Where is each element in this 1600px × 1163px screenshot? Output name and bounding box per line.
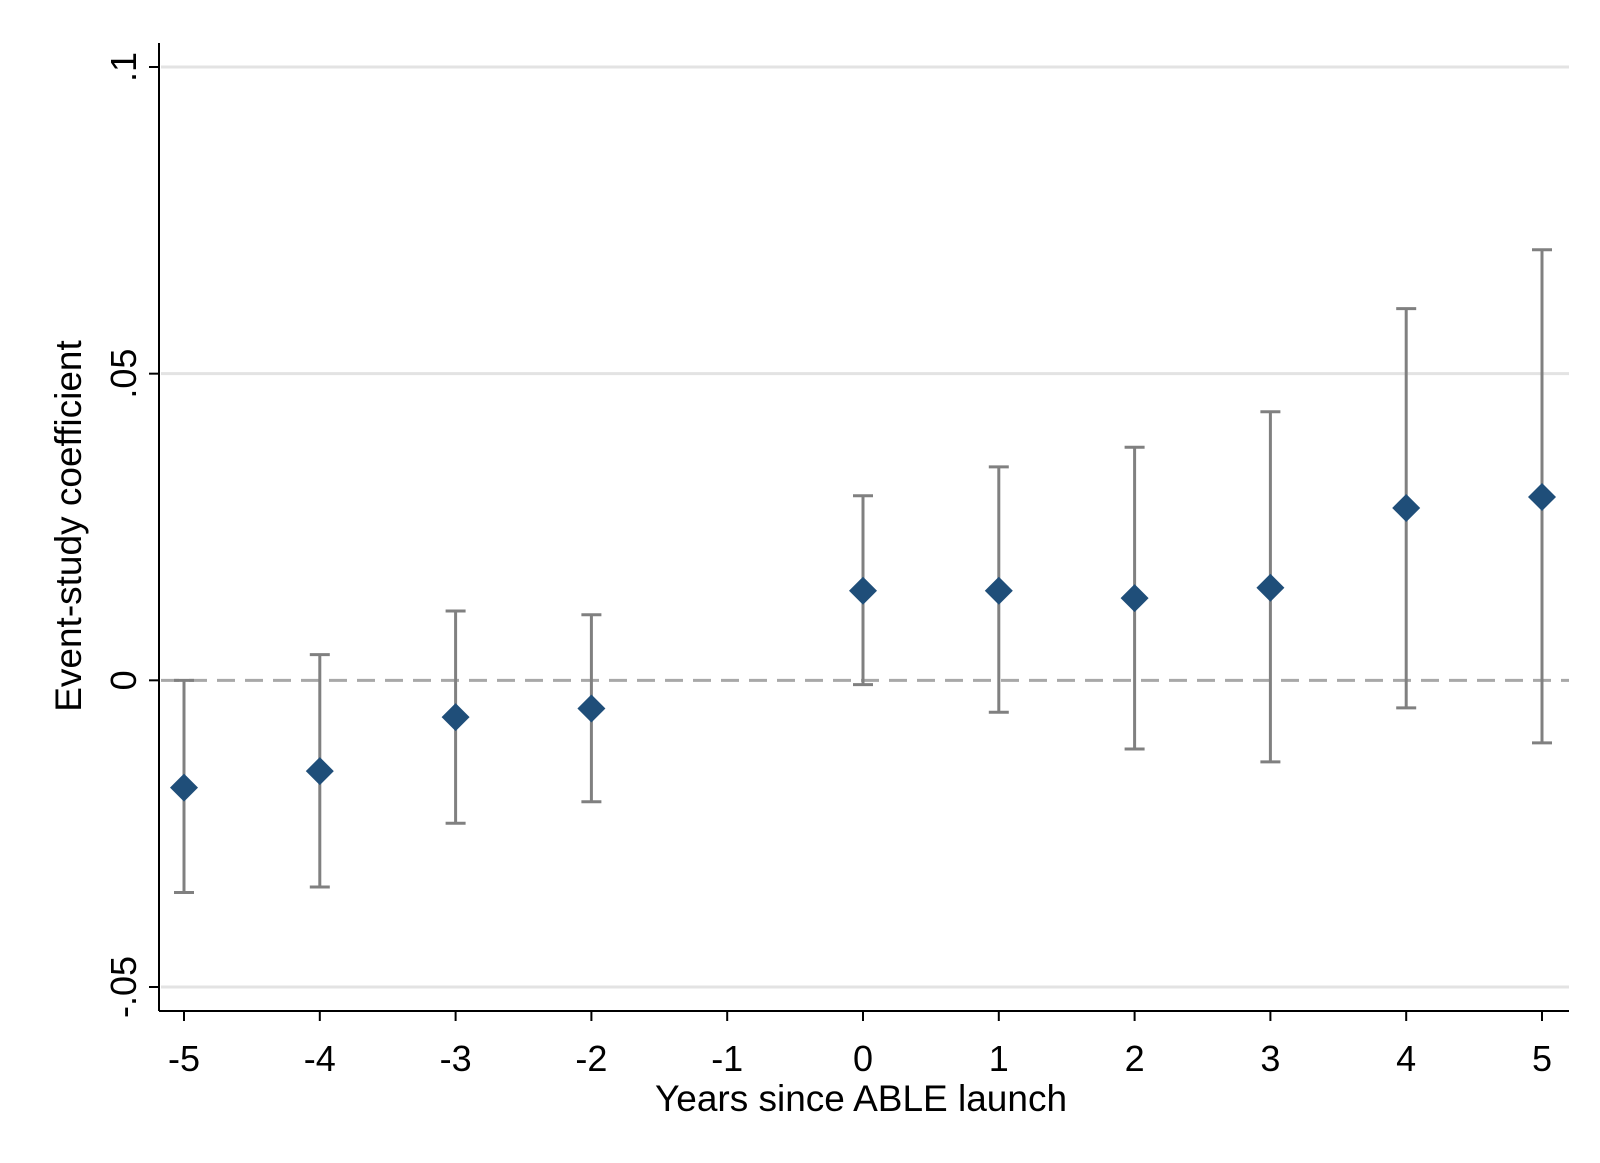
coefficient-marker <box>305 757 334 786</box>
x-tick-label: 5 <box>1532 1038 1552 1079</box>
axes <box>149 43 1569 1021</box>
coefficient-marker <box>577 694 606 723</box>
x-tick-label: -1 <box>711 1038 743 1079</box>
coefficient-marker <box>441 703 470 732</box>
y-tick-label: 0 <box>103 670 144 690</box>
x-tick-label: 0 <box>853 1038 873 1079</box>
x-tick-label: -4 <box>304 1038 336 1079</box>
gridlines <box>161 65 1569 989</box>
y-tick-label: -.05 <box>103 956 144 1018</box>
coefficient-markers <box>170 482 1556 802</box>
coefficient-marker <box>170 773 198 802</box>
coefficient-marker <box>984 576 1013 605</box>
coefficient-marker <box>849 576 877 605</box>
x-tick-label: 2 <box>1125 1038 1145 1079</box>
x-tick-label: -3 <box>440 1038 472 1079</box>
coefficient-marker <box>1256 573 1285 602</box>
x-tick-label: 1 <box>989 1038 1009 1079</box>
tick-labels: -.05 0 .05 .1 -5 -4 -3 -2 -1 0 1 2 3 4 5 <box>103 52 1552 1079</box>
y-tick-label: .1 <box>103 52 144 82</box>
coefficient-marker <box>1120 584 1149 613</box>
x-tick-label: 4 <box>1396 1038 1416 1079</box>
coefficient-marker <box>1528 482 1556 511</box>
x-tick-label: -5 <box>168 1038 200 1079</box>
x-tick-label: 3 <box>1260 1038 1280 1079</box>
x-tick-label: -2 <box>575 1038 607 1079</box>
y-tick-label: .05 <box>103 349 144 399</box>
x-axis-title: Years since ABLE launch <box>655 1078 1067 1119</box>
coefficient-marker <box>1392 493 1421 522</box>
y-axis-title: Event-study coefficient <box>48 339 89 711</box>
